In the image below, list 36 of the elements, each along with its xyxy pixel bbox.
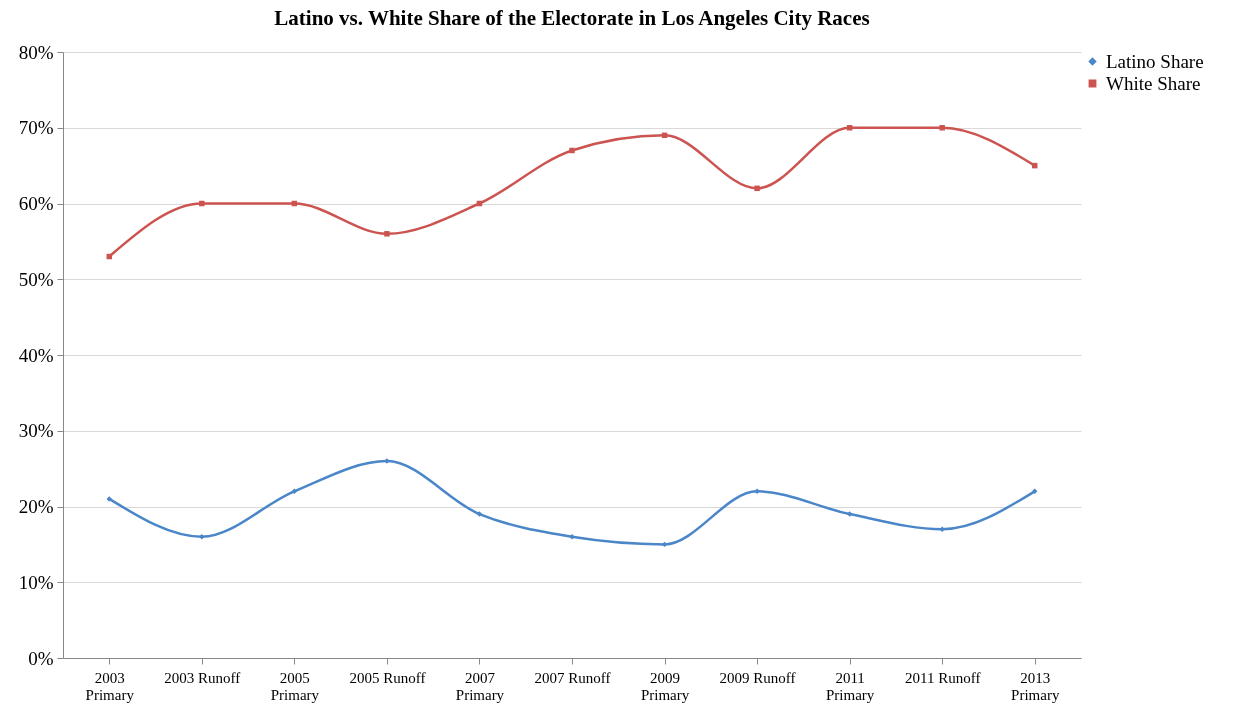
point bbox=[569, 147, 575, 154]
point bbox=[384, 231, 390, 237]
x-tick-label: 2005 Runoff bbox=[349, 669, 426, 686]
y-tick-label: 80% bbox=[18, 41, 54, 63]
legend-label: Latino Share bbox=[1106, 50, 1204, 72]
point bbox=[754, 488, 760, 495]
y-tick-label: 50% bbox=[18, 268, 54, 290]
x-tick-label: 2009 Runoff bbox=[719, 669, 796, 686]
point bbox=[476, 511, 483, 517]
y-tick-label: 40% bbox=[18, 344, 54, 366]
x-tick-label: 2011 Primary bbox=[825, 669, 875, 703]
y-tick-label: 10% bbox=[18, 571, 54, 593]
x-tick-label: 2003 Runoff bbox=[164, 669, 241, 686]
y-tick-label: 60% bbox=[18, 193, 54, 214]
chart-title: Latino vs. White Share of the Electorate in Los Angeles City Races bbox=[274, 6, 870, 30]
x-tick-label: 2011 Runoff bbox=[904, 669, 981, 686]
y-tick-label: 0% bbox=[28, 647, 54, 669]
x-tick-label: 2013 Primary bbox=[1011, 669, 1060, 703]
point bbox=[1031, 488, 1038, 495]
point bbox=[754, 185, 760, 192]
point bbox=[846, 511, 853, 517]
point bbox=[199, 534, 205, 540]
x-tick-label: 2007 Primary bbox=[455, 669, 505, 703]
point bbox=[939, 526, 945, 532]
x-tick-label: 2005 Primary bbox=[270, 669, 320, 703]
point bbox=[106, 496, 113, 502]
y-tick-label: 20% bbox=[18, 496, 54, 517]
x-tick-label: 2009 Primary bbox=[640, 669, 690, 703]
y-tick-label: 70% bbox=[18, 117, 54, 139]
y-tick-label: 30% bbox=[18, 420, 54, 442]
x-tick-label: 2007 Runoff bbox=[534, 669, 611, 686]
point bbox=[291, 488, 298, 495]
point bbox=[939, 125, 945, 131]
legend-label: White Share bbox=[1106, 72, 1201, 94]
x-tick-label: 2003 Primary bbox=[85, 669, 135, 703]
point bbox=[199, 200, 205, 207]
